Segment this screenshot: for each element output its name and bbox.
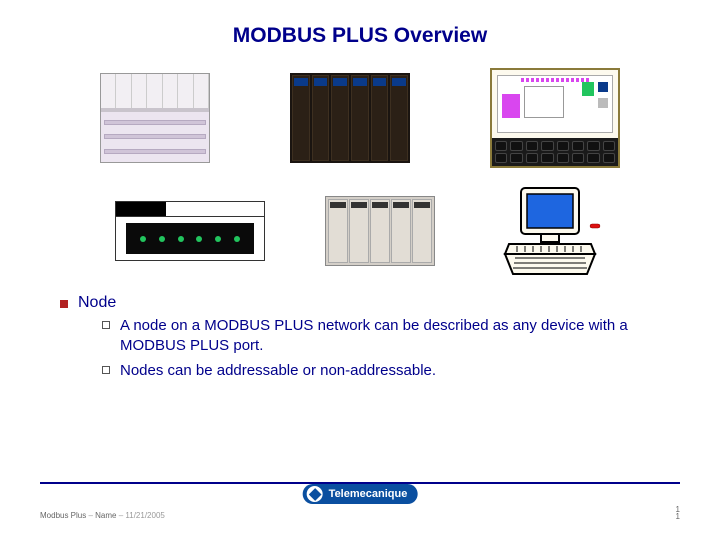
bullet-hollow-icon	[102, 321, 110, 329]
bullet-square-icon	[60, 300, 68, 308]
footer-date: 11/21/2005	[125, 511, 164, 520]
device-module-rack-dark	[290, 73, 410, 163]
device-computer	[495, 186, 605, 276]
bullet-l1-text: Node	[78, 294, 116, 312]
brand-name: Telemecanique	[329, 488, 408, 500]
brand-logo-icon	[307, 486, 323, 502]
footer-page-number: 1 1	[676, 506, 680, 520]
brand-logo: Telemecanique	[303, 484, 418, 504]
footer-name: Name	[95, 511, 116, 520]
computer-icon	[495, 186, 605, 276]
footer-left-text: Modbus Plus – Name – 11/21/2005	[40, 511, 165, 520]
device-plc-compact	[100, 73, 210, 163]
device-module-rack-gray	[325, 196, 435, 266]
bullet-l2-text: A node on a MODBUS PLUS network can be d…	[120, 316, 670, 357]
device-status-indicator	[115, 201, 265, 261]
device-row-1	[0, 48, 720, 168]
bullet-l2-text: Nodes can be addressable or non-addressa…	[120, 361, 436, 381]
bullet-content: Node A node on a MODBUS PLUS network can…	[0, 276, 720, 381]
footer-doc: Modbus Plus	[40, 511, 86, 520]
slide-title: MODBUS PLUS Overview	[0, 0, 720, 48]
bullet-level2: Nodes can be addressable or non-addressa…	[102, 361, 670, 381]
device-hmi-panel	[490, 68, 620, 168]
bullet-level1: Node	[60, 294, 670, 312]
bullet-level2: A node on a MODBUS PLUS network can be d…	[102, 316, 670, 357]
device-row-2	[0, 168, 720, 276]
bullet-hollow-icon	[102, 366, 110, 374]
